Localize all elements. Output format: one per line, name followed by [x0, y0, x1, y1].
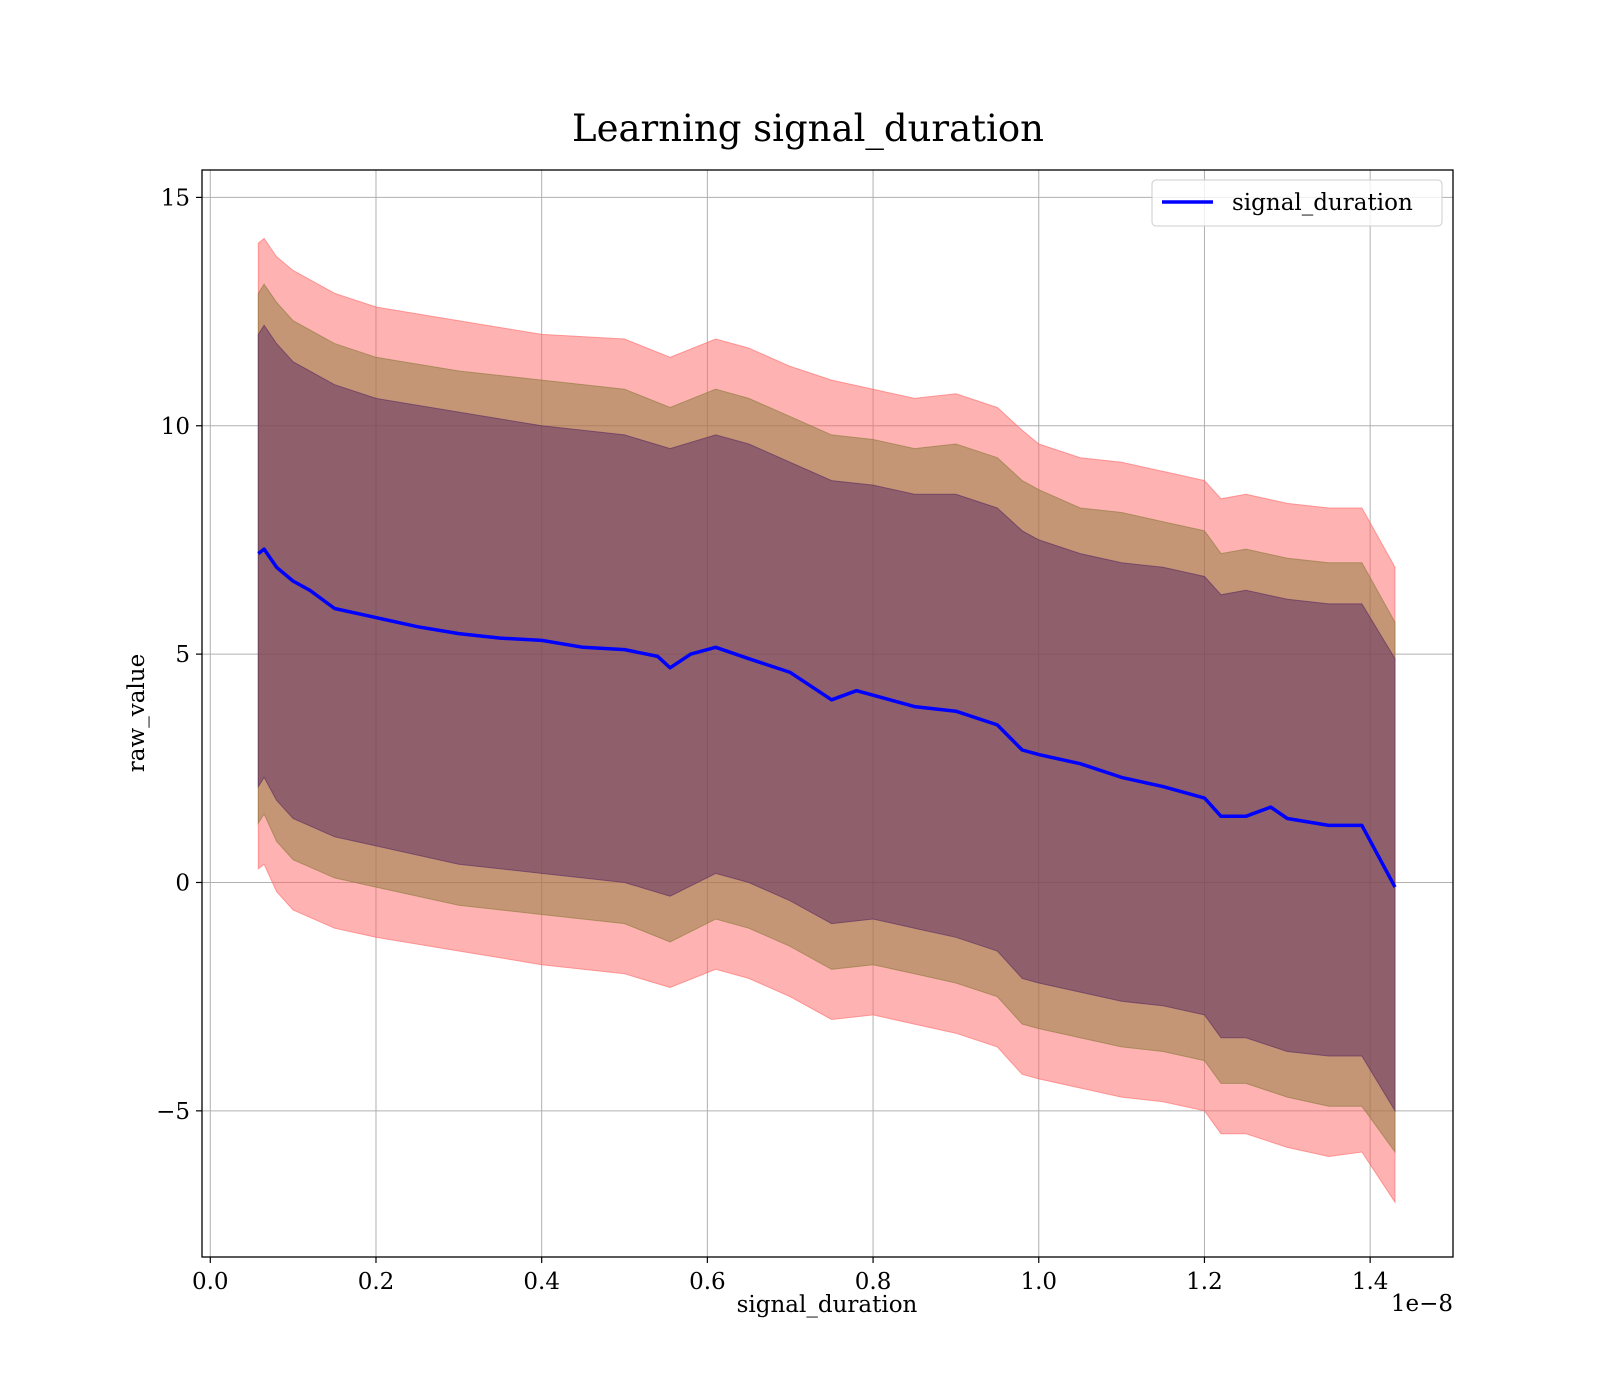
x-tick-label: 1.0: [1020, 1269, 1057, 1295]
x-tick-label: 1.2: [1186, 1269, 1223, 1295]
y-tick-label: 0: [175, 870, 190, 896]
y-axis-ticks: −5 0 5 10 15: [156, 185, 202, 1125]
x-tick-label: 0.4: [523, 1269, 560, 1295]
x-axis-ticks: 0.0 0.2 0.4 0.6 0.8 1.0 1.2 1.4: [192, 1257, 1388, 1295]
legend: signal_duration: [1151, 179, 1443, 227]
plot-frame: [201, 169, 1454, 1258]
x-tick-label: 0.2: [358, 1269, 395, 1295]
x-axis-offset-label: 1e−8: [1391, 1291, 1453, 1317]
series-line: [257, 547, 1397, 888]
y-axis-label: raw_value: [124, 654, 150, 772]
series-lines: [257, 547, 1397, 888]
y-tick-label: 10: [161, 414, 190, 440]
band-inner: [257, 324, 1396, 1113]
x-tick-label: 0.8: [855, 1269, 892, 1295]
legend-box: [1151, 179, 1443, 227]
legend-entry-label: signal_duration: [1232, 190, 1413, 216]
chart-title: Learning signal_duration: [572, 107, 1044, 151]
y-tick-label: 5: [175, 642, 190, 668]
plot-area: [201, 169, 1454, 1258]
x-tick-label: 0.6: [689, 1269, 726, 1295]
confidence-bands: [257, 237, 1396, 1204]
y-tick-label: 15: [161, 185, 190, 211]
x-tick-label: 1.4: [1352, 1269, 1389, 1295]
x-axis-label: signal_duration: [737, 1292, 918, 1318]
x-tick-label: 0.0: [192, 1269, 229, 1295]
y-tick-label: −5: [156, 1099, 190, 1125]
